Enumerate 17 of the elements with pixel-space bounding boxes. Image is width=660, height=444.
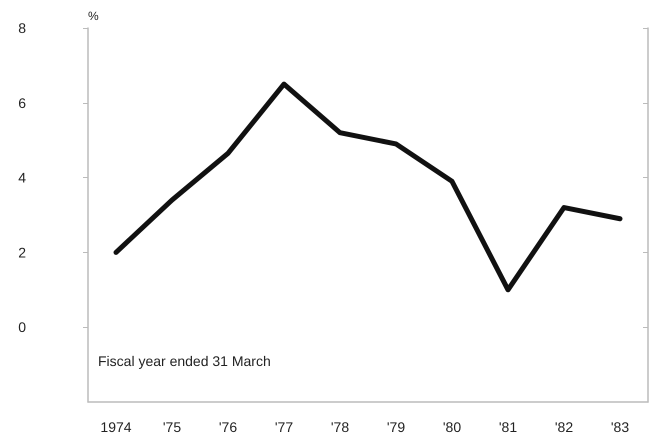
annotation: Fiscal year ended 31 March <box>98 353 271 369</box>
y-axis-title: % <box>88 9 99 23</box>
y-tick-label: 4 <box>18 170 26 186</box>
x-tick-label: '83 <box>610 419 630 435</box>
y-tick-label: 0 <box>18 319 26 336</box>
x-tick-label: '78 <box>330 419 350 435</box>
y-tick-label: 8 <box>18 20 26 36</box>
x-tick-label: '82 <box>554 419 574 435</box>
x-tick-label: '80 <box>442 419 462 435</box>
x-tick-label: '81 <box>498 419 518 435</box>
x-tick-label: '77 <box>274 419 294 435</box>
x-tick-label: '76 <box>218 419 238 435</box>
y-tick-label: 2 <box>18 244 26 260</box>
x-tick-label: '79 <box>386 419 406 435</box>
y-tick-label: 6 <box>18 94 26 111</box>
x-tick-label: '75 <box>162 419 182 435</box>
x-tick-label: 1974 <box>100 419 132 435</box>
